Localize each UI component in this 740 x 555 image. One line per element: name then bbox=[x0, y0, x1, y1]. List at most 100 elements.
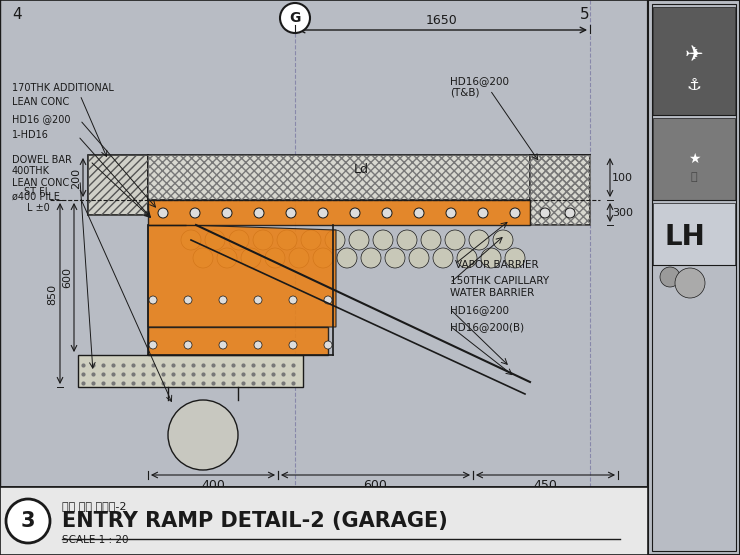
Circle shape bbox=[217, 248, 237, 268]
Bar bbox=[78, 355, 303, 387]
Circle shape bbox=[229, 230, 249, 250]
Circle shape bbox=[184, 341, 192, 349]
Circle shape bbox=[445, 230, 465, 250]
Circle shape bbox=[149, 296, 157, 304]
Text: 1650: 1650 bbox=[426, 14, 458, 27]
Circle shape bbox=[324, 341, 332, 349]
Text: Ld: Ld bbox=[354, 163, 369, 176]
Circle shape bbox=[149, 341, 157, 349]
Text: 170THK ADDITIONAL
LEAN CONC: 170THK ADDITIONAL LEAN CONC bbox=[12, 83, 114, 107]
Bar bbox=[648, 0, 740, 555]
Bar bbox=[653, 118, 735, 200]
Text: ⚓: ⚓ bbox=[687, 76, 702, 94]
Text: 400: 400 bbox=[201, 479, 225, 492]
Text: 차고 램프 상세도-2: 차고 램프 상세도-2 bbox=[62, 501, 127, 511]
Circle shape bbox=[446, 208, 456, 218]
Bar bbox=[0, 487, 648, 555]
Text: 600: 600 bbox=[62, 268, 72, 289]
Circle shape bbox=[254, 208, 264, 218]
Circle shape bbox=[373, 230, 393, 250]
Circle shape bbox=[313, 248, 333, 268]
Text: 100: 100 bbox=[612, 173, 633, 183]
Circle shape bbox=[289, 341, 297, 349]
Bar bbox=[530, 155, 590, 225]
Circle shape bbox=[382, 208, 392, 218]
Text: ★: ★ bbox=[687, 152, 700, 166]
Circle shape bbox=[478, 208, 488, 218]
Bar bbox=[653, 7, 735, 115]
Text: ✈: ✈ bbox=[684, 45, 703, 65]
Circle shape bbox=[184, 296, 192, 304]
Text: HD16@200
(T&B): HD16@200 (T&B) bbox=[450, 76, 509, 98]
Circle shape bbox=[181, 230, 201, 250]
Circle shape bbox=[280, 3, 310, 33]
Circle shape bbox=[469, 230, 489, 250]
Text: HD16@200(B): HD16@200(B) bbox=[450, 322, 524, 332]
Circle shape bbox=[409, 248, 429, 268]
Circle shape bbox=[349, 230, 369, 250]
Circle shape bbox=[253, 230, 273, 250]
Text: 4: 4 bbox=[12, 7, 21, 22]
Circle shape bbox=[265, 248, 285, 268]
Polygon shape bbox=[148, 225, 336, 327]
Text: VAPOR BARRIER: VAPOR BARRIER bbox=[455, 260, 539, 270]
Text: 300: 300 bbox=[612, 208, 633, 218]
Circle shape bbox=[421, 230, 441, 250]
Circle shape bbox=[324, 296, 332, 304]
Text: SCALE 1 : 20: SCALE 1 : 20 bbox=[62, 535, 129, 545]
Circle shape bbox=[241, 248, 261, 268]
Circle shape bbox=[193, 248, 213, 268]
Circle shape bbox=[337, 248, 357, 268]
Bar bbox=[148, 327, 328, 355]
Text: 150THK CAPILLARY
WATER BARRIER: 150THK CAPILLARY WATER BARRIER bbox=[450, 276, 549, 298]
Circle shape bbox=[565, 208, 575, 218]
Bar bbox=[653, 203, 735, 265]
Text: 450: 450 bbox=[534, 479, 557, 492]
Text: 200: 200 bbox=[71, 168, 81, 189]
Text: 600: 600 bbox=[363, 479, 388, 492]
Circle shape bbox=[205, 230, 225, 250]
Circle shape bbox=[385, 248, 405, 268]
Circle shape bbox=[277, 230, 297, 250]
Circle shape bbox=[414, 208, 424, 218]
Text: 5: 5 bbox=[580, 7, 590, 22]
Circle shape bbox=[289, 296, 297, 304]
Circle shape bbox=[289, 248, 309, 268]
Circle shape bbox=[222, 208, 232, 218]
Circle shape bbox=[433, 248, 453, 268]
Bar bbox=[652, 4, 736, 551]
Bar bbox=[148, 200, 530, 225]
Text: DOWEL BAR: DOWEL BAR bbox=[12, 155, 72, 165]
Text: HD16 @200: HD16 @200 bbox=[12, 114, 70, 124]
Circle shape bbox=[6, 499, 50, 543]
Circle shape bbox=[219, 341, 227, 349]
Circle shape bbox=[457, 248, 477, 268]
Circle shape bbox=[660, 267, 680, 287]
Text: ⬛: ⬛ bbox=[690, 172, 697, 182]
Circle shape bbox=[219, 296, 227, 304]
Circle shape bbox=[675, 268, 705, 298]
Circle shape bbox=[325, 230, 345, 250]
Circle shape bbox=[286, 208, 296, 218]
Circle shape bbox=[510, 208, 520, 218]
Text: 1-HD16: 1-HD16 bbox=[12, 130, 49, 140]
Bar bbox=[530, 155, 590, 225]
Circle shape bbox=[540, 208, 550, 218]
Circle shape bbox=[361, 248, 381, 268]
Text: 850: 850 bbox=[47, 284, 57, 305]
Text: 400THK
LEAN CONC: 400THK LEAN CONC bbox=[12, 166, 70, 188]
Circle shape bbox=[505, 248, 525, 268]
Circle shape bbox=[158, 208, 168, 218]
Circle shape bbox=[168, 400, 238, 470]
Text: ENTRY RAMP DETAIL-2 (GARAGE): ENTRY RAMP DETAIL-2 (GARAGE) bbox=[62, 511, 448, 531]
Circle shape bbox=[397, 230, 417, 250]
Text: 3: 3 bbox=[21, 511, 36, 531]
Bar bbox=[148, 155, 590, 200]
Circle shape bbox=[481, 248, 501, 268]
Text: G: G bbox=[289, 11, 300, 25]
Circle shape bbox=[254, 296, 262, 304]
Text: HD16@200: HD16@200 bbox=[450, 305, 509, 315]
Bar bbox=[88, 155, 148, 215]
Circle shape bbox=[493, 230, 513, 250]
Circle shape bbox=[318, 208, 328, 218]
